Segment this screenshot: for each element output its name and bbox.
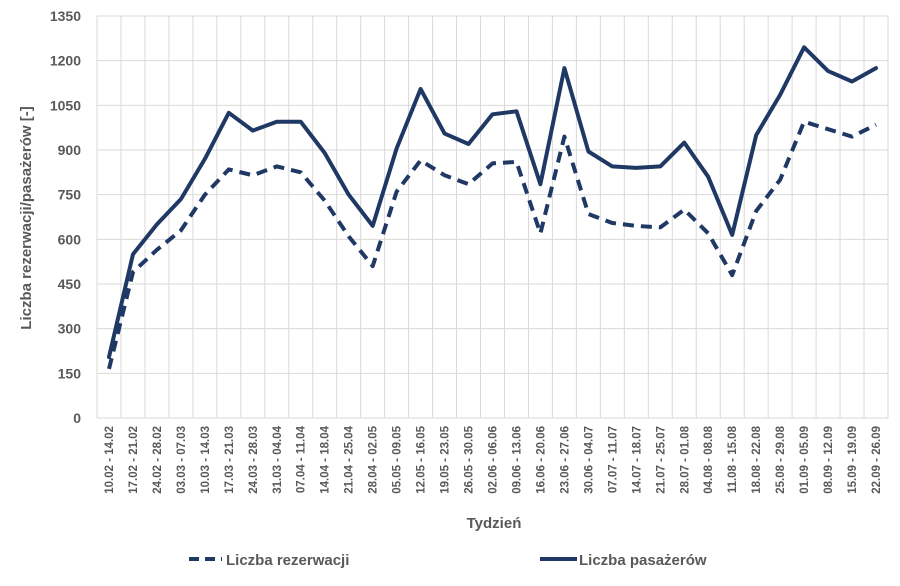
x-tick-label: 09.06 - 13.06 [511, 426, 523, 494]
x-tick-label: 03.03 - 07.03 [176, 426, 188, 494]
x-tick-label: 15.09 - 19.09 [847, 426, 859, 494]
x-tick-label: 18.08 - 22.08 [751, 425, 763, 493]
series-line-rezerwacji [107, 119, 877, 370]
y-tick-label: 900 [58, 142, 82, 158]
x-tick-label: 19.05 - 23.05 [440, 425, 452, 493]
x-tick-label: 07.07 - 11.07 [607, 426, 619, 493]
y-axis-title: Liczba rezerwacji/pasażerów [-] [18, 106, 35, 329]
x-tick-label: 05.05 - 09.05 [392, 425, 404, 493]
x-tick-label: 11.08 - 15.08 [727, 425, 739, 493]
y-tick-label: 1200 [50, 53, 81, 69]
y-tick-label: 600 [58, 231, 82, 247]
series-layer [107, 45, 878, 370]
x-tick-label: 12.05 - 16.05 [416, 425, 428, 493]
x-tick-label: 24.02 - 28.02 [152, 426, 164, 494]
x-tick-label: 16.06 - 20.06 [535, 426, 547, 494]
y-tick-label: 1350 [50, 8, 81, 24]
x-tick-label: 17.03 - 21.03 [224, 426, 236, 494]
y-tick-labels: 0 150 300 450 600 750 900 1050 1200 1350 [50, 8, 81, 426]
x-tick-label: 08.09 - 12.09 [823, 426, 835, 494]
x-tick-label: 30.06 - 04.07 [583, 426, 595, 494]
x-tick-label: 17.02 - 21.02 [128, 426, 140, 494]
legend-label-rezerwacji: Liczba rezerwacji [226, 552, 349, 569]
x-tick-label: 28.04 - 02.05 [368, 425, 380, 493]
x-tick-label: 01.09 - 05.09 [799, 426, 811, 494]
x-tick-label: 14.07 - 18.07 [631, 426, 643, 494]
x-tick-label: 21.04 - 25.04 [344, 425, 356, 493]
x-tick-label: 26.05 - 30.05 [464, 425, 476, 493]
legend: Liczba rezerwacji Liczba pasażerów [189, 552, 707, 569]
y-tick-label: 750 [58, 187, 82, 203]
y-tick-label: 150 [58, 365, 82, 381]
series-line-pasazerow [107, 45, 878, 359]
x-tick-label: 10.02 - 14.02 [104, 426, 116, 494]
grid-layer [96, 15, 889, 419]
y-tick-label: 300 [58, 321, 82, 337]
x-tick-label: 02.06 - 06.06 [488, 426, 500, 494]
x-tick-label: 14.04 - 18.04 [320, 425, 332, 493]
x-axis-title: Tydzień [467, 515, 522, 532]
x-tick-label: 04.08 - 08.08 [703, 425, 715, 493]
legend-label-pasazerow: Liczba pasażerów [579, 552, 707, 569]
x-tick-label: 21.07 - 25.07 [655, 426, 667, 494]
x-tick-label: 25.08 - 29.08 [775, 425, 787, 493]
x-tick-label: 28.07 - 01.08 [679, 425, 691, 493]
x-tick-label: 22.09 - 26.09 [871, 426, 883, 494]
x-tick-label: 31.03 - 04.04 [272, 425, 284, 493]
y-tick-label: 0 [73, 410, 81, 426]
x-tick-label: 24.03 - 28.03 [248, 426, 260, 494]
y-tick-label: 1050 [50, 97, 81, 113]
y-tick-label: 450 [58, 276, 82, 292]
x-tick-label: 10.03 - 14.03 [200, 426, 212, 494]
x-tick-label: 07.04 - 11.04 [296, 425, 308, 493]
x-tick-labels: 10.02 - 14.02 17.02 - 21.02 24.02 - 28.02 0… [104, 425, 883, 493]
x-tick-label: 23.06 - 27.06 [559, 426, 571, 494]
